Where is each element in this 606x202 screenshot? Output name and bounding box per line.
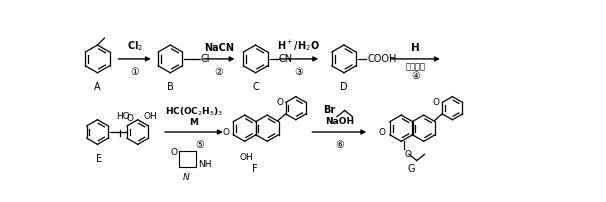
Text: O: O	[404, 150, 411, 159]
Text: F: F	[252, 164, 258, 174]
Text: OH: OH	[239, 153, 253, 162]
Text: O: O	[171, 148, 178, 157]
Text: COOH: COOH	[367, 54, 396, 64]
Text: ⑥: ⑥	[335, 140, 344, 150]
Text: NH: NH	[198, 160, 211, 169]
Text: M: M	[190, 118, 198, 127]
Text: ③: ③	[295, 67, 304, 77]
Text: HC(OC$_2$H$_5$)$_3$: HC(OC$_2$H$_5$)$_3$	[165, 106, 223, 118]
Text: ⑤: ⑤	[196, 140, 204, 150]
Text: 一定条件: 一定条件	[405, 63, 425, 72]
Text: Br: Br	[323, 105, 335, 115]
Text: ①: ①	[130, 67, 139, 77]
Text: O: O	[379, 127, 386, 137]
Text: CN: CN	[279, 54, 293, 64]
Text: O: O	[222, 127, 229, 137]
Text: ②: ②	[215, 67, 224, 77]
Text: Cl$_2$: Cl$_2$	[127, 39, 143, 53]
Text: OH: OH	[144, 112, 158, 121]
Text: H$^+$/H$_2$O: H$^+$/H$_2$O	[278, 38, 321, 53]
Text: Cl: Cl	[201, 54, 210, 64]
Text: HO: HO	[116, 112, 130, 121]
Text: G: G	[408, 164, 415, 174]
Text: H: H	[411, 43, 419, 53]
Text: NaCN: NaCN	[204, 43, 234, 53]
Text: A: A	[94, 82, 101, 92]
Text: O: O	[276, 98, 283, 107]
Text: O: O	[433, 98, 439, 107]
Text: N: N	[183, 173, 190, 182]
Text: E: E	[96, 154, 102, 164]
Text: C: C	[252, 82, 259, 92]
Text: D: D	[340, 82, 348, 92]
Text: O: O	[127, 114, 134, 123]
Text: B: B	[167, 82, 174, 92]
Text: NaOH: NaOH	[325, 117, 354, 126]
Text: ④: ④	[411, 71, 419, 81]
